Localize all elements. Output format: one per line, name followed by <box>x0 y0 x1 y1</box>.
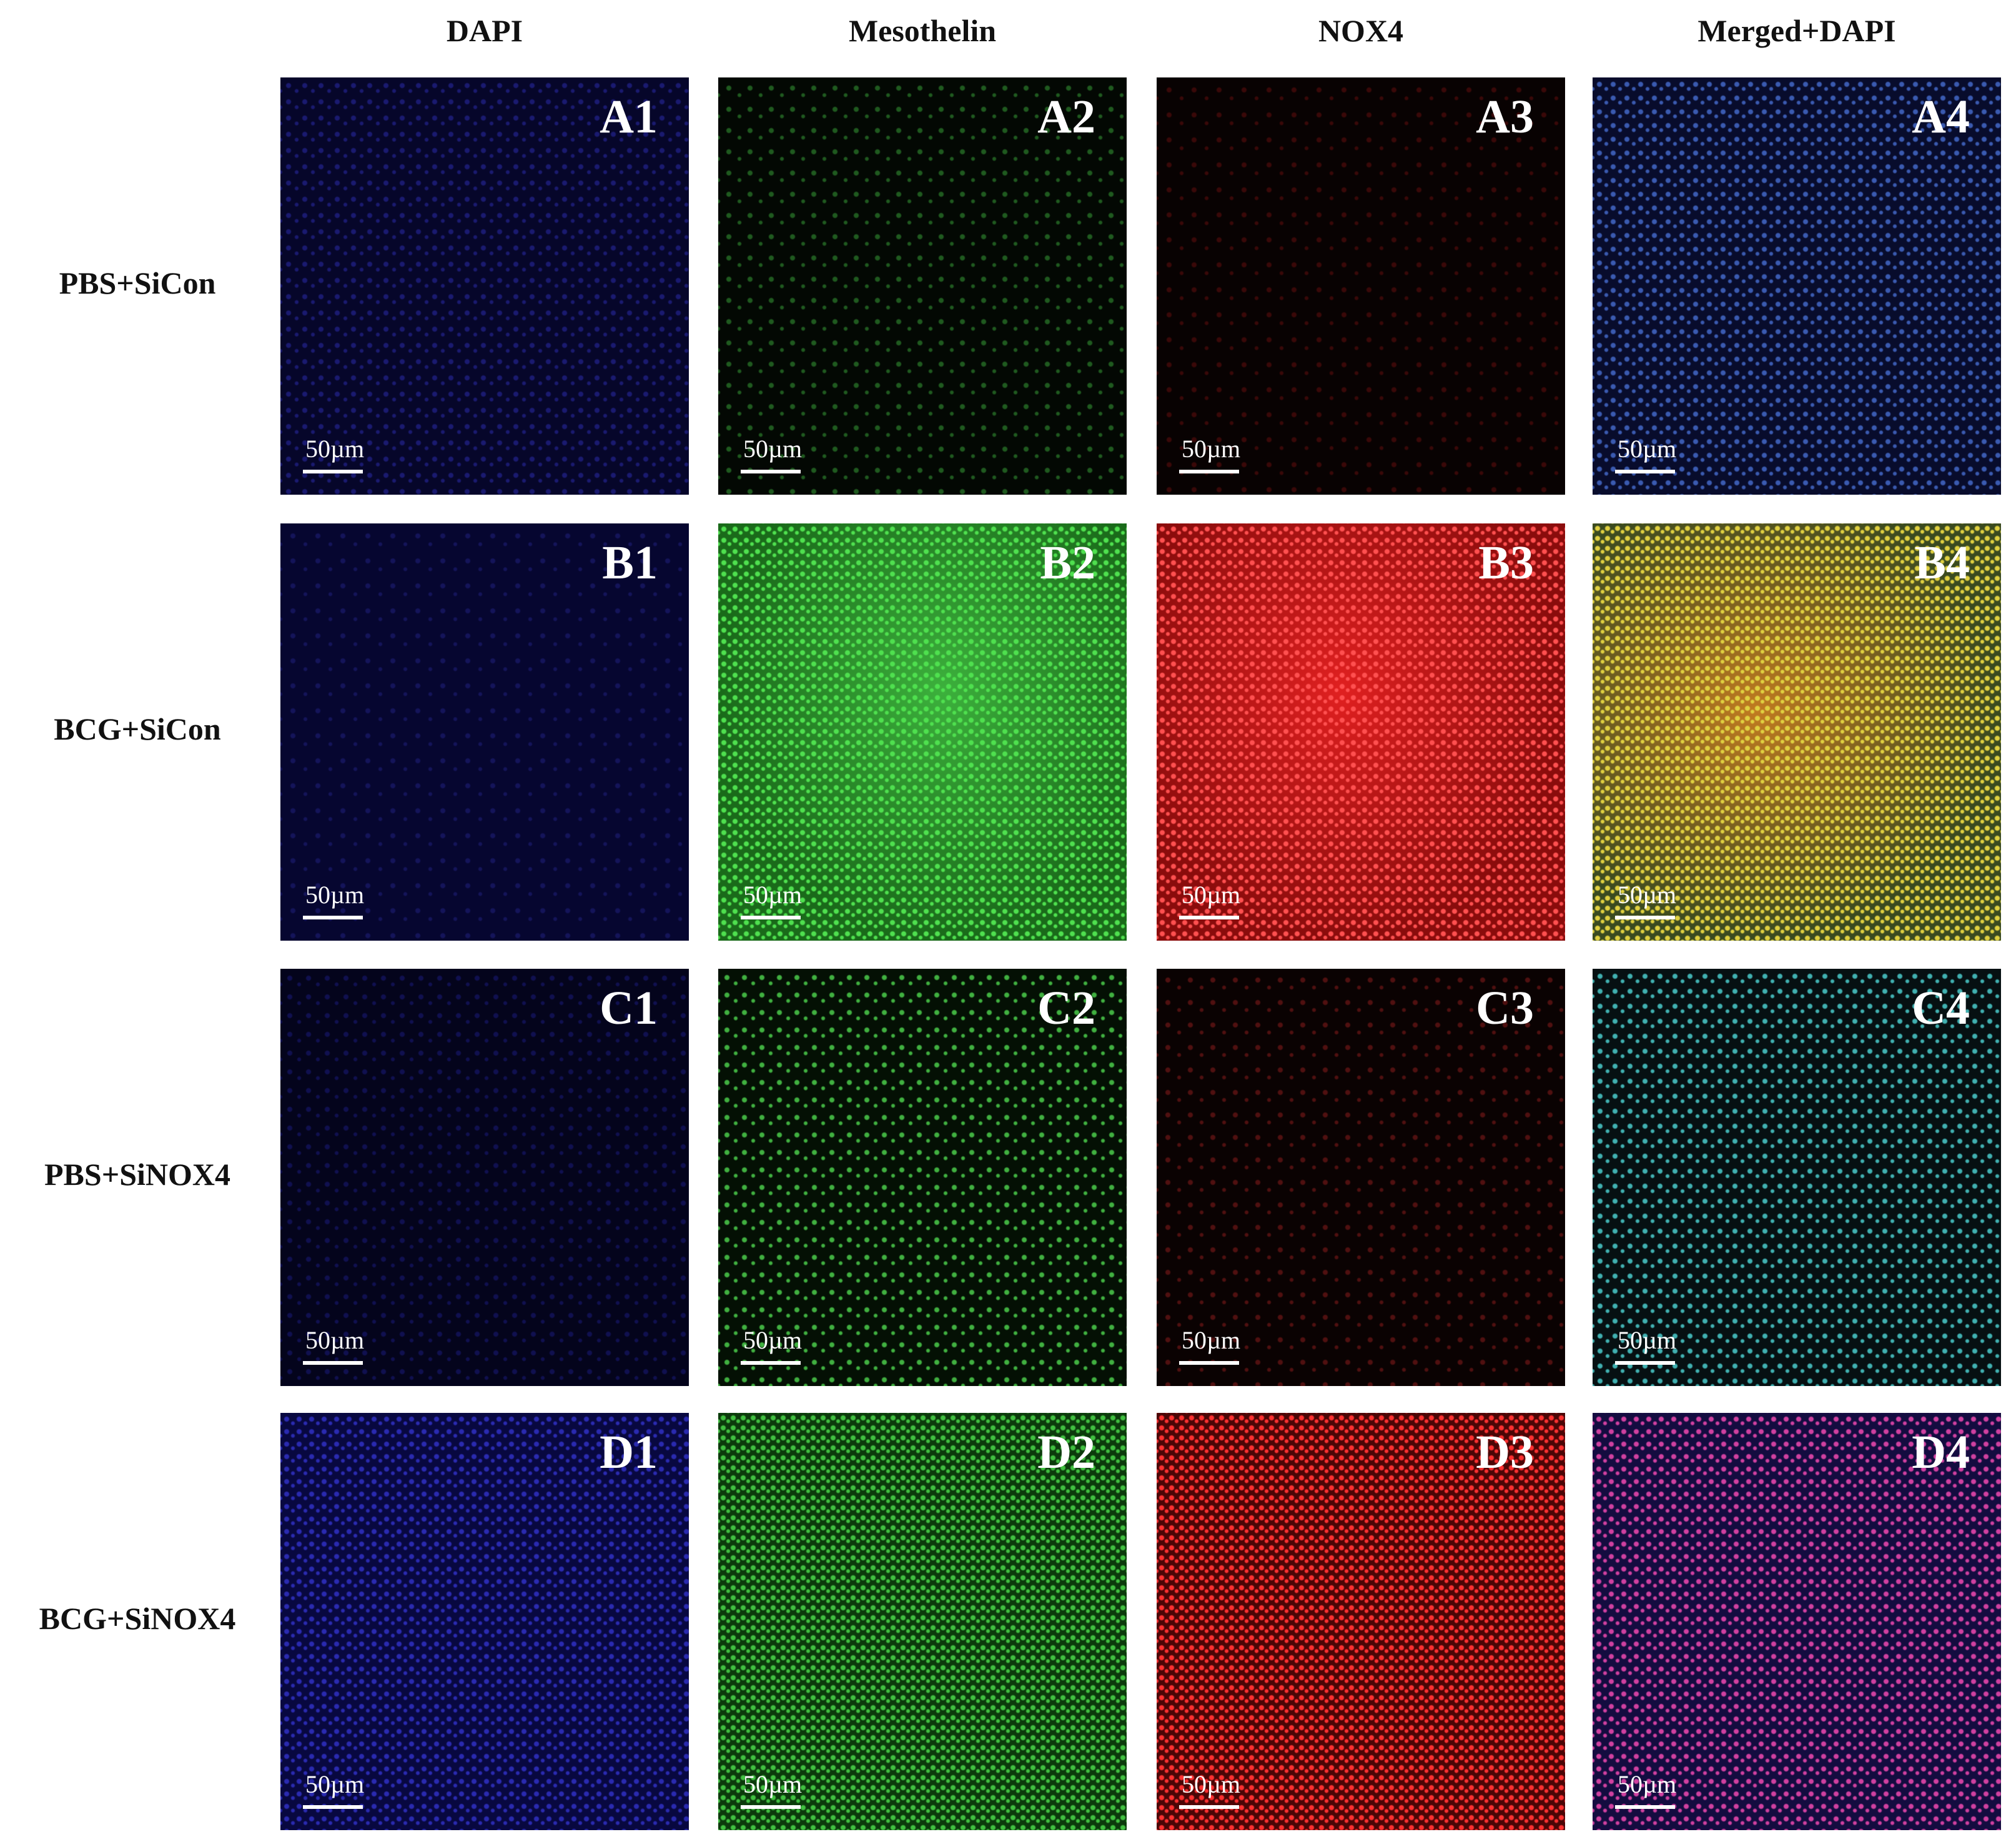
scale-bar-label: 50µm <box>305 1326 365 1354</box>
micrograph: C4 50µm <box>1593 969 2001 1386</box>
scale-bar-label: 50µm <box>305 435 365 463</box>
panel-label: B3 <box>1478 537 1534 589</box>
panel-label: C2 <box>1037 982 1095 1034</box>
scale-bar <box>303 916 363 919</box>
scale-bar <box>1179 1805 1239 1809</box>
micrograph: A3 50µm <box>1157 77 1565 495</box>
scale-bar <box>1615 470 1675 473</box>
panel-label: A4 <box>1912 91 1970 143</box>
micrograph: D4 50µm <box>1593 1413 2001 1830</box>
micrograph: A4 50µm <box>1593 77 2001 495</box>
scale-bar <box>303 1361 363 1365</box>
scale-bar <box>303 470 363 473</box>
panel-label: B1 <box>602 537 658 589</box>
panel-label: C3 <box>1476 982 1534 1034</box>
column-header: NOX4 <box>1318 13 1404 48</box>
micrograph: C2 50µm <box>718 969 1127 1386</box>
row-label: BCG+SiNOX4 <box>39 1601 236 1636</box>
micrograph: D3 50µm <box>1157 1413 1565 1830</box>
scale-bar-label: 50µm <box>1182 1770 1241 1798</box>
panel-label: D2 <box>1037 1426 1095 1478</box>
scale-bar-label: 50µm <box>1182 1326 1241 1354</box>
row-label: PBS+SiCon <box>59 265 216 300</box>
scale-bar-label: 50µm <box>743 1770 803 1798</box>
scale-bar-label: 50µm <box>743 881 803 909</box>
scale-bar <box>1179 916 1239 919</box>
scale-bar <box>1179 470 1239 473</box>
micrograph: B4 50µm <box>1593 523 2001 941</box>
scale-bar <box>1615 1805 1675 1809</box>
column-header: Merged+DAPI <box>1697 13 1896 48</box>
panel-label: B4 <box>1914 537 1970 589</box>
scale-bar-label: 50µm <box>743 1326 803 1354</box>
micrograph: C3 50µm <box>1157 969 1565 1386</box>
scale-bar-label: 50µm <box>743 435 803 463</box>
scale-bar-label: 50µm <box>1618 881 1677 909</box>
scale-bar-label: 50µm <box>305 1770 365 1798</box>
micrograph: B2 50µm <box>718 523 1127 941</box>
scale-bar-label: 50µm <box>1618 1770 1677 1798</box>
scale-bar <box>1615 916 1675 919</box>
row-label: PBS+SiNOX4 <box>44 1157 230 1192</box>
scale-bar-label: 50µm <box>305 881 365 909</box>
column-header: DAPI <box>446 13 523 48</box>
scale-bar <box>1179 1361 1239 1365</box>
micrograph: D2 50µm <box>718 1413 1127 1830</box>
row-label: BCG+SiCon <box>54 711 221 746</box>
micrograph: D1 50µm <box>280 1413 689 1830</box>
micrograph: A1 50µm <box>280 77 689 495</box>
panel-label: C4 <box>1912 982 1970 1034</box>
panel-label: D1 <box>600 1426 658 1478</box>
scale-bar-label: 50µm <box>1618 1326 1677 1354</box>
scale-bar <box>303 1805 363 1809</box>
panel-label: D3 <box>1476 1426 1534 1478</box>
panel-label: A3 <box>1476 91 1534 143</box>
scale-bar <box>741 470 801 473</box>
panel-label: A2 <box>1037 91 1095 143</box>
panel-label: B2 <box>1040 537 1095 589</box>
scale-bar <box>741 916 801 919</box>
panel-label: C1 <box>600 982 658 1034</box>
scale-bar <box>741 1361 801 1365</box>
scale-bar <box>741 1805 801 1809</box>
panel-label: D4 <box>1912 1426 1970 1478</box>
scale-bar-label: 50µm <box>1182 881 1241 909</box>
micrograph: A2 50µm <box>718 77 1127 495</box>
micrograph: B3 50µm <box>1157 523 1565 941</box>
scale-bar <box>1615 1361 1675 1365</box>
scale-bar-label: 50µm <box>1618 435 1677 463</box>
micrograph: C1 50µm <box>280 969 689 1386</box>
column-header: Mesothelin <box>848 13 997 48</box>
micrograph: B1 50µm <box>280 523 689 941</box>
scale-bar-label: 50µm <box>1182 435 1241 463</box>
panel-label: A1 <box>600 91 658 143</box>
